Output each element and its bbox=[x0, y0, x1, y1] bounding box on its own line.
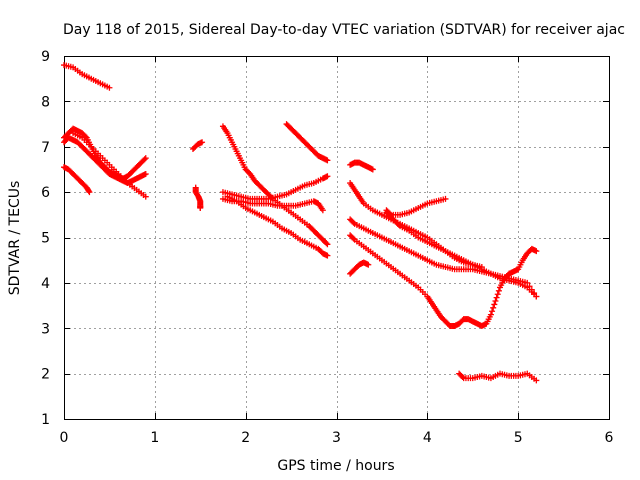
data-point bbox=[324, 252, 331, 259]
y-tick-label: 2 bbox=[41, 367, 50, 383]
data-point bbox=[82, 133, 89, 140]
series-arc-11 bbox=[224, 193, 331, 259]
data-point bbox=[365, 261, 372, 268]
data-point bbox=[494, 291, 501, 298]
data-point bbox=[495, 287, 502, 294]
y-tick-label: 4 bbox=[41, 276, 50, 292]
x-tick-label: 4 bbox=[423, 430, 432, 446]
data-point bbox=[142, 170, 149, 177]
data-point bbox=[369, 166, 376, 173]
data-point bbox=[141, 156, 148, 163]
data-point bbox=[533, 377, 540, 384]
data-point bbox=[524, 279, 531, 286]
y-tick-label: 3 bbox=[41, 321, 50, 337]
data-point bbox=[350, 219, 357, 226]
data-point bbox=[199, 139, 206, 146]
series-arc-20 bbox=[456, 370, 540, 384]
series-arc-17 bbox=[347, 259, 372, 277]
series-arc-8 bbox=[219, 123, 331, 248]
series-arc-7 bbox=[192, 184, 204, 212]
y-tick-label: 9 bbox=[41, 49, 50, 65]
data-point bbox=[491, 301, 498, 308]
series-arc-3 bbox=[61, 134, 149, 187]
data-point bbox=[142, 193, 149, 200]
x-tick-label: 5 bbox=[514, 430, 523, 446]
data-points bbox=[61, 62, 540, 384]
series-arc-1 bbox=[61, 62, 113, 91]
data-point bbox=[492, 298, 499, 305]
data-point bbox=[478, 263, 485, 270]
data-point bbox=[489, 308, 496, 315]
series-arc-9 bbox=[219, 173, 331, 202]
y-tick-label: 6 bbox=[41, 185, 50, 201]
series-arc-19 bbox=[383, 209, 485, 270]
data-point bbox=[442, 195, 449, 202]
data-point bbox=[324, 173, 331, 180]
x-tick-label: 1 bbox=[150, 430, 159, 446]
grid bbox=[64, 56, 609, 419]
data-point bbox=[319, 207, 326, 214]
x-tick-label: 6 bbox=[605, 430, 614, 446]
series-arc-18 bbox=[383, 195, 449, 218]
data-point bbox=[531, 290, 538, 297]
data-point bbox=[528, 286, 535, 293]
data-point bbox=[142, 155, 149, 162]
data-point bbox=[493, 294, 500, 301]
chart-title: Day 118 of 2015, Sidereal Day-to-day VTE… bbox=[63, 22, 625, 38]
data-point bbox=[490, 304, 497, 311]
x-tick-label: 0 bbox=[60, 430, 69, 446]
data-point bbox=[85, 187, 92, 194]
series-arc-4 bbox=[70, 130, 149, 200]
data-point bbox=[533, 293, 540, 300]
data-point bbox=[350, 235, 357, 242]
y-tick-label: 5 bbox=[41, 231, 50, 247]
data-point bbox=[487, 311, 494, 318]
data-point bbox=[86, 189, 93, 196]
data-point bbox=[197, 205, 204, 212]
data-point bbox=[324, 241, 331, 248]
series-arc-5 bbox=[61, 164, 93, 196]
data-point bbox=[526, 283, 533, 290]
data-point bbox=[106, 84, 113, 91]
y-tick-label: 8 bbox=[41, 94, 50, 110]
y-tick-label: 1 bbox=[41, 412, 50, 428]
series-arc-21 bbox=[506, 245, 540, 277]
data-point bbox=[459, 374, 466, 381]
y-axis-label: SDTVAR / TECUs bbox=[7, 181, 23, 296]
data-point bbox=[324, 157, 331, 164]
data-point bbox=[395, 222, 402, 229]
series-arc-12 bbox=[283, 121, 331, 164]
data-point bbox=[533, 248, 540, 255]
x-tick-label: 3 bbox=[332, 430, 341, 446]
x-tick-label: 2 bbox=[241, 430, 250, 446]
series-arc-6 bbox=[189, 139, 206, 153]
data-point bbox=[323, 240, 330, 247]
series-arc-13 bbox=[347, 159, 376, 173]
y-tick-label: 7 bbox=[41, 140, 50, 156]
series-arc-16 bbox=[347, 232, 513, 329]
series-arc-15 bbox=[347, 216, 540, 300]
x-axis-label: GPS time / hours bbox=[277, 458, 394, 474]
